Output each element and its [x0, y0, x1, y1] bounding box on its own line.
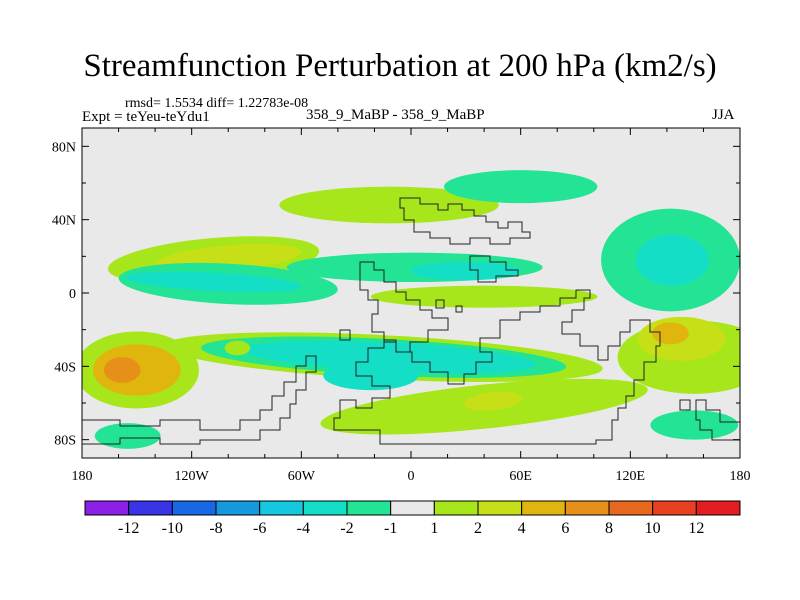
- y-tick-label: 80N: [52, 140, 76, 155]
- coastlines: [82, 197, 740, 445]
- colorbar-label: 10: [645, 520, 661, 537]
- contour-region-24: [652, 322, 689, 345]
- contour-region-8: [94, 423, 161, 449]
- contour-region-2: [103, 357, 141, 383]
- colorbar-swatch: [84, 500, 130, 516]
- colorbar-swatch: [302, 500, 348, 516]
- colorbar-swatch: [259, 500, 304, 516]
- chart-title: Streamfunction Perturbation at 200 hPa (…: [83, 48, 717, 84]
- colorbar-label: -4: [297, 520, 310, 537]
- colorbar-label: 6: [561, 520, 569, 537]
- contour-region-17: [443, 170, 598, 204]
- contour-region-19: [464, 391, 523, 411]
- colorbar-swatch: [521, 500, 566, 516]
- contour-region-15: [370, 285, 598, 308]
- colorbar-swatch: [215, 500, 261, 516]
- colorbar-label: -6: [253, 520, 266, 537]
- contour-region-7: [125, 271, 302, 293]
- x-tick-label: 180: [730, 469, 751, 484]
- contour-region-16: [279, 186, 499, 224]
- x-tick-label: 0: [408, 469, 415, 484]
- y-tick-label: 40S: [54, 360, 76, 375]
- x-tick-label: 60E: [509, 469, 532, 484]
- x-tick-label: 180: [72, 469, 93, 484]
- x-tick-label: 60W: [288, 469, 316, 484]
- colorbar-swatch: [171, 500, 217, 516]
- y-tick-label: 0: [69, 287, 76, 302]
- colorbar-label: -2: [340, 520, 353, 537]
- contour-region-21: [635, 234, 709, 286]
- stats-text: rmsd= 1.5534 diff= 1.22783e-08: [125, 96, 309, 111]
- contour-region-26: [224, 340, 251, 356]
- y-tick-label: 40N: [52, 214, 76, 229]
- colorbar-swatch: [652, 500, 697, 516]
- experiment-text: Expt = teYeu-teYdu1: [82, 109, 210, 125]
- case-text: 358_9_MaBP - 358_9_MaBP: [306, 107, 485, 123]
- colorbar-swatch: [128, 500, 173, 516]
- contour-fields: [82, 170, 740, 449]
- colorbar-swatch: [608, 500, 654, 516]
- colorbar-label: 1: [430, 520, 438, 537]
- colorbar-label: 2: [474, 520, 482, 537]
- contour-region-25: [650, 410, 739, 440]
- colorbar-label: 12: [688, 520, 704, 537]
- x-tick-label: 120W: [175, 469, 210, 484]
- x-tick-label: 120E: [616, 469, 646, 484]
- axes: 180 120W 60W 0 60E 120E 180 80N 40N 0 40S 80S: [52, 128, 751, 484]
- y-tick-label: 80S: [54, 434, 76, 449]
- colorbar: -12 -10 -8 -6 -4 -2 -1 1 2 4 6 8 10 12: [84, 500, 741, 537]
- colorbar-label: -1: [384, 520, 397, 537]
- colorbar-swatch: [433, 500, 479, 516]
- colorbar-label: 8: [605, 520, 613, 537]
- colorbar-swatch: [477, 500, 523, 516]
- colorbar-swatch: [346, 500, 392, 516]
- colorbar-swatch: [390, 500, 435, 516]
- season-text: JJA: [712, 107, 735, 123]
- colorbar-swatch: [695, 500, 741, 516]
- colorbar-label: -8: [209, 520, 222, 537]
- colorbar-swatch: [564, 500, 610, 516]
- colorbar-label: -10: [162, 520, 183, 537]
- colorbar-label: -12: [118, 520, 139, 537]
- colorbar-label: 4: [518, 520, 526, 537]
- contour-region-14: [411, 261, 521, 281]
